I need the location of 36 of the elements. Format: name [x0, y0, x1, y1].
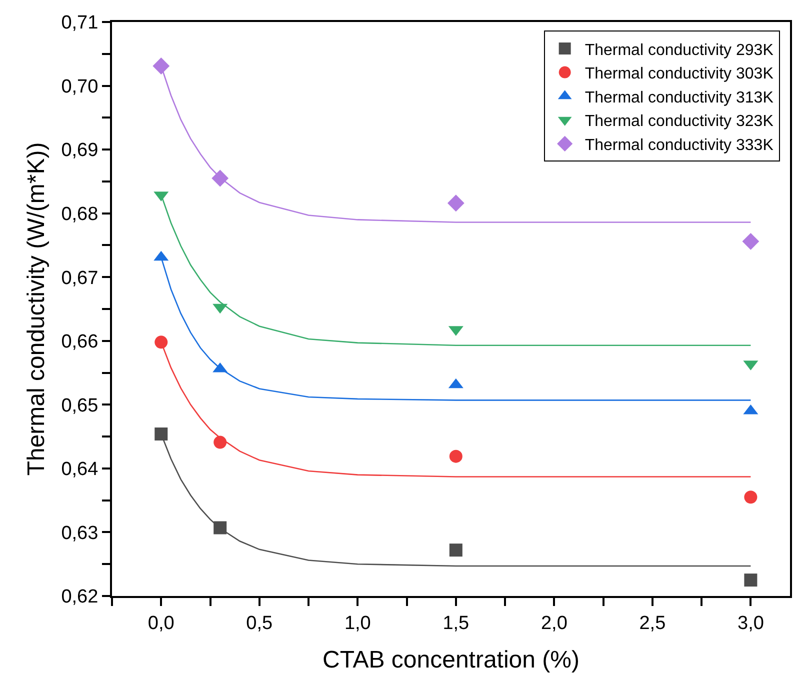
x-tick-label: 0,5: [246, 612, 273, 634]
point: [214, 521, 227, 534]
legend-label: Thermal conductivity 333K: [584, 136, 774, 154]
y-tick-label: 0,70: [61, 76, 98, 98]
point: [214, 436, 227, 449]
legend-label: Thermal conductivity 323K: [584, 113, 774, 130]
point: [449, 544, 462, 557]
y-axis-title: Thermal conductivity (W/(m*K)): [22, 142, 50, 476]
x-axis-title: CTAB concentration (%): [322, 646, 580, 674]
y-tick-label: 0,68: [61, 204, 98, 225]
point: [154, 428, 168, 440]
y-tick-label: 0,62: [61, 586, 98, 608]
y-tick-label: 0,64: [61, 459, 99, 480]
point: [447, 194, 464, 212]
x-tick-label: 0,0: [148, 612, 174, 634]
y-tick-label: 0,67: [61, 268, 98, 289]
point: [152, 58, 170, 74]
y-tick-label: 0,63: [61, 522, 98, 544]
x-tick-label: 1,5: [442, 612, 470, 634]
legend-label: Thermal conductivity 293K: [584, 42, 774, 59]
x-tick-label: 2,5: [639, 612, 666, 634]
point: [742, 232, 760, 250]
point: [154, 336, 168, 349]
point: [449, 450, 462, 463]
x-tick-label: 1,0: [344, 612, 371, 634]
x-tick-label: 2,0: [540, 612, 568, 634]
y-tick-label: 0,69: [61, 140, 98, 162]
point: [744, 490, 758, 504]
point: [744, 574, 758, 587]
y-tick-label: 0,66: [61, 332, 98, 353]
y-tick-label: 0,71: [61, 12, 98, 34]
point: [212, 170, 229, 187]
x-tick-label: 3,0: [737, 612, 764, 634]
y-tick-label: 0,65: [61, 395, 98, 416]
legend-label: Thermal conductivity 313K: [584, 89, 774, 106]
legend-label: Thermal conductivity 303K: [584, 66, 774, 83]
